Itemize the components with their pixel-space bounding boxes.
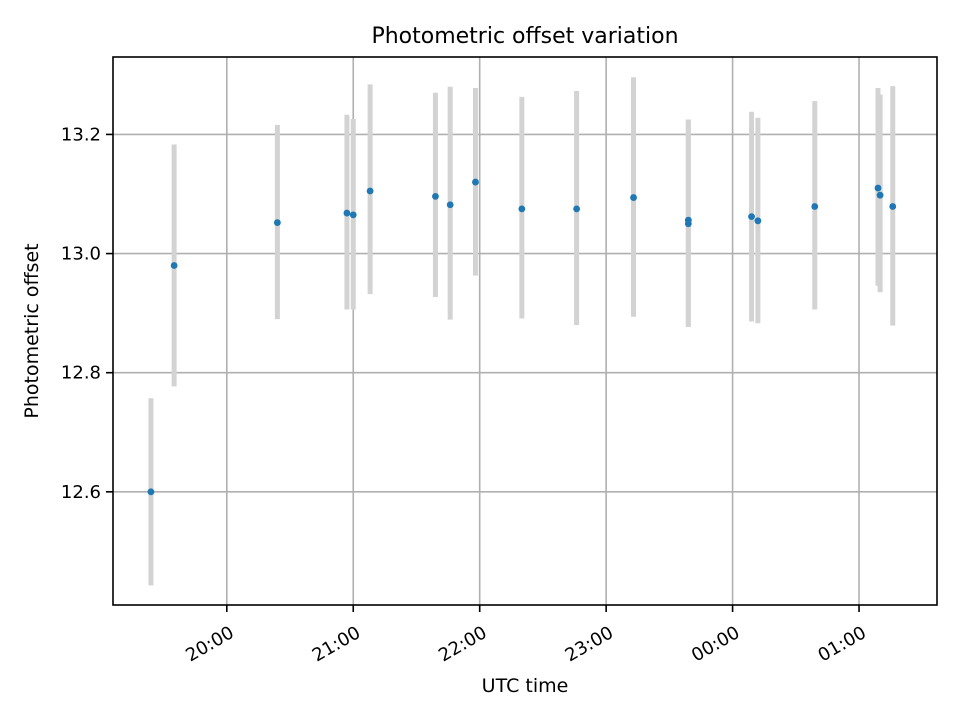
data-point <box>472 178 479 186</box>
data-point <box>343 209 351 217</box>
data-point <box>874 184 882 192</box>
y-axis-label: Photometric offset <box>21 243 43 418</box>
y-tick-label: 12.8 <box>61 363 101 384</box>
data-point <box>147 488 155 496</box>
x-tick-label: 01:00 <box>814 622 869 666</box>
data-point <box>366 187 374 195</box>
error-bar-layer <box>148 77 896 586</box>
data-point <box>684 220 692 228</box>
x-tick-label: 23:00 <box>562 622 617 666</box>
data-point <box>748 213 755 221</box>
data-point <box>754 217 762 225</box>
data-point <box>170 262 178 269</box>
data-point <box>573 205 581 213</box>
data-point <box>273 219 281 226</box>
y-axis-ticks: 12.6 12.8 13.0 13.2 <box>61 124 113 503</box>
x-axis-ticks: 20:00 21:00 22:00 23:00 00:00 01:00 <box>182 605 870 666</box>
plot-frame <box>112 56 938 606</box>
data-point <box>349 211 357 219</box>
data-point <box>630 194 637 201</box>
data-point <box>889 203 897 210</box>
data-point <box>876 191 884 199</box>
x-tick-label: 21:00 <box>309 622 364 666</box>
data-point <box>432 192 439 200</box>
x-tick-label: 20:00 <box>182 622 237 666</box>
chart-title: Photometric offset variation <box>371 24 678 49</box>
x-axis-label: UTC time <box>482 675 569 697</box>
data-point <box>811 203 819 210</box>
x-tick-label: 22:00 <box>435 622 490 666</box>
y-tick-label: 12.6 <box>61 482 101 503</box>
data-point-layer <box>147 178 897 496</box>
data-point <box>518 205 526 213</box>
data-point <box>446 201 454 209</box>
y-tick-label: 13.2 <box>61 124 101 145</box>
y-tick-label: 13.0 <box>61 244 101 265</box>
x-tick-label: 00:00 <box>688 622 743 666</box>
